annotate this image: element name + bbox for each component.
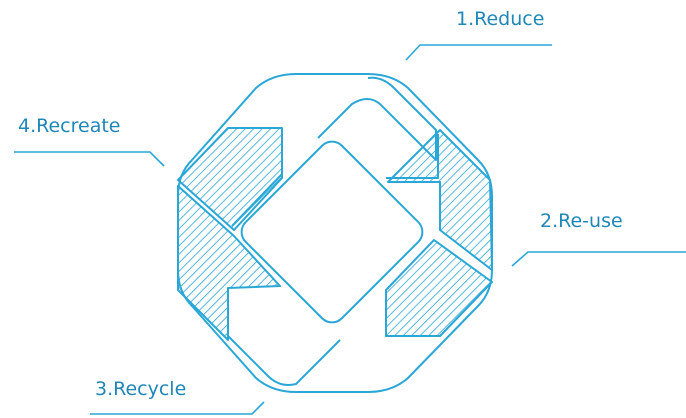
label-reuse: 2.Re-use — [540, 210, 623, 232]
octagon-outline — [177, 73, 493, 393]
label-recreate: 4.Recreate — [18, 115, 121, 137]
leader-reuse — [511, 251, 686, 267]
leader-recycle — [90, 401, 265, 415]
ribbon-right — [386, 134, 439, 179]
ribbon-top — [317, 76, 437, 161]
hatched-flap-left — [177, 185, 281, 341]
center-diamond — [240, 140, 424, 324]
leader-recreate — [14, 151, 165, 167]
ribbon-bottom — [227, 292, 341, 386]
label-reduce: 1.Reduce — [456, 8, 545, 30]
leader-reduce — [405, 44, 552, 61]
ribbon-bottom-right — [385, 292, 436, 337]
label-recycle: 3.Recycle — [95, 378, 187, 400]
hatched-flap-top-left — [177, 127, 283, 231]
ribbon-top-left — [231, 132, 283, 227]
